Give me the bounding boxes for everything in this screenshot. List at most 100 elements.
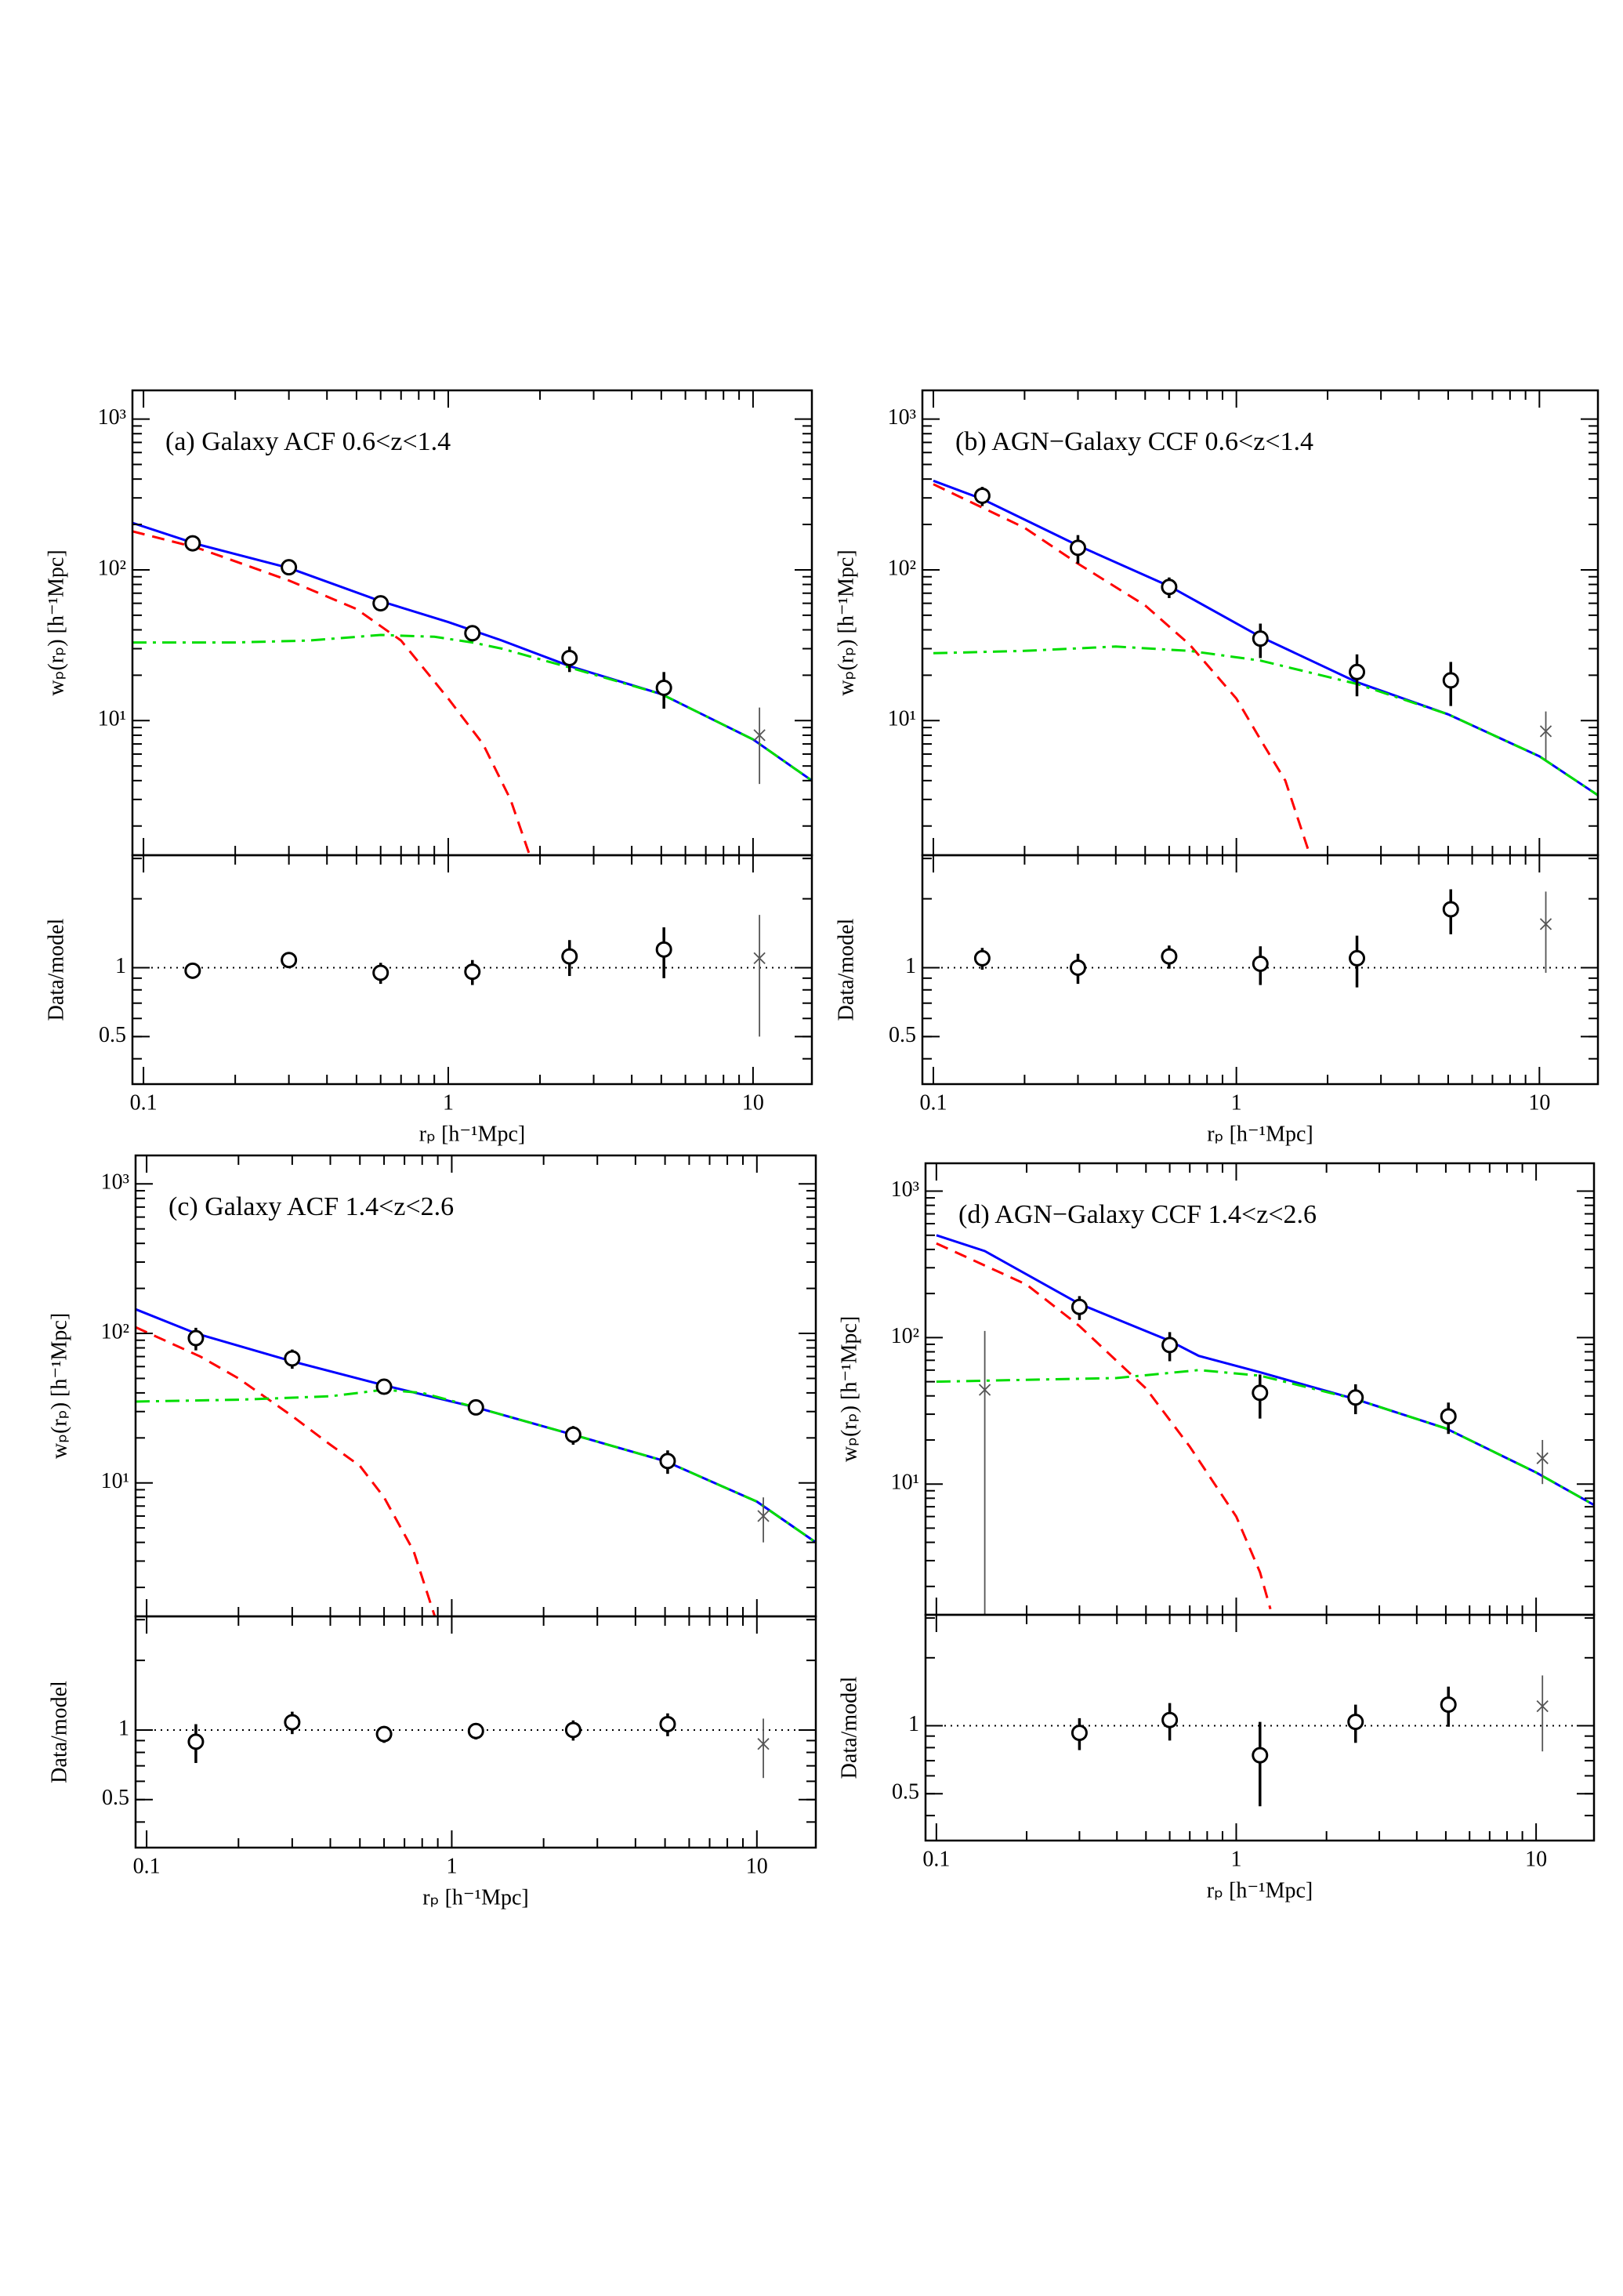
- x-axis-label: rₚ [h⁻¹Mpc]: [422, 1885, 528, 1910]
- data-point: [372, 964, 389, 981]
- x-tick-label: 0.1: [130, 1090, 158, 1115]
- data-point: [1161, 579, 1178, 596]
- ratio-y-axis-label: Data/model: [834, 918, 858, 1021]
- data-point: [284, 1350, 301, 1367]
- x-tick-label: 0.1: [920, 1090, 947, 1115]
- data-point: [659, 1715, 676, 1732]
- x-tick-label: 0.1: [922, 1847, 950, 1871]
- y-tick-label: 10¹: [891, 1471, 919, 1495]
- y-tick-label: 10²: [98, 556, 126, 580]
- ratio-y-tick-label: 1: [118, 1716, 129, 1740]
- x-tick-label: 10: [1528, 1090, 1550, 1115]
- data-point: [1347, 1389, 1364, 1406]
- ratio-y-axis-label: Data/model: [44, 918, 68, 1021]
- data-point: [281, 952, 298, 969]
- y-tick-label: 10²: [891, 1324, 919, 1348]
- data-point: [1252, 630, 1269, 647]
- data-point: [1161, 1337, 1179, 1354]
- data-point: [655, 941, 672, 958]
- y-axis-label: wₚ(rₚ) [h⁻¹Mpc]: [44, 550, 68, 695]
- y-tick-label: 10³: [888, 405, 916, 430]
- main-plot: [132, 521, 812, 855]
- data-point: [187, 1733, 205, 1750]
- data-point: [467, 1722, 484, 1739]
- data-point: [1539, 918, 1552, 930]
- data-point: [1349, 949, 1366, 967]
- data-point: [464, 963, 481, 981]
- data-point: [1440, 1408, 1457, 1425]
- data-point: [757, 1738, 770, 1750]
- x-axis-label: rₚ [h⁻¹Mpc]: [1207, 1878, 1313, 1902]
- x-tick-label: 1: [443, 1090, 454, 1115]
- main-plot: [933, 479, 1598, 855]
- data-point: [1252, 1746, 1269, 1764]
- main-plot: [136, 1308, 816, 1616]
- data-point: [464, 625, 481, 642]
- data-point: [467, 1398, 484, 1416]
- x-tick-label: 0.1: [133, 1854, 161, 1878]
- data-point: [1069, 959, 1086, 976]
- data-point: [1252, 956, 1269, 973]
- data-point: [973, 949, 991, 967]
- data-point: [1536, 1700, 1549, 1713]
- model-line: [132, 530, 531, 855]
- model-line: [936, 1234, 1594, 1507]
- data-point: [561, 649, 578, 666]
- model-line: [136, 1326, 437, 1616]
- data-point: [1442, 672, 1459, 689]
- x-tick-label: 1: [1231, 1090, 1242, 1115]
- x-tick-label: 10: [1525, 1847, 1547, 1871]
- model-line: [136, 1308, 816, 1543]
- data-point: [757, 1510, 770, 1522]
- ratio-plot: [926, 1675, 1594, 1807]
- data-point: [978, 1384, 991, 1396]
- data-point: [1539, 725, 1552, 738]
- y-tick-label: 10²: [888, 556, 916, 580]
- data-point: [564, 1721, 581, 1739]
- data-point: [1347, 1714, 1364, 1731]
- y-tick-label: 10¹: [888, 707, 916, 731]
- data-point: [1349, 663, 1366, 680]
- data-point: [284, 1714, 301, 1731]
- ratio-frame: [921, 854, 1599, 1086]
- data-point: [1442, 901, 1459, 918]
- y-tick-label: 10³: [891, 1177, 919, 1202]
- data-point: [281, 559, 298, 576]
- ratio-frame: [924, 1613, 1596, 1842]
- data-point: [372, 595, 389, 612]
- main-frame: [921, 389, 1599, 857]
- data-point: [375, 1378, 393, 1395]
- model-line: [132, 633, 812, 782]
- model-line: [936, 1369, 1594, 1507]
- y-axis-label: wₚ(rₚ) [h⁻¹Mpc]: [47, 1313, 71, 1459]
- data-point: [1440, 1696, 1457, 1714]
- data-point: [1252, 1384, 1269, 1402]
- ratio-frame: [131, 854, 813, 1086]
- y-tick-label: 10²: [101, 1319, 129, 1344]
- x-tick-label: 10: [746, 1854, 768, 1878]
- data-point: [1071, 1298, 1088, 1315]
- y-tick-label: 10³: [101, 1170, 129, 1195]
- y-tick-label: 10³: [98, 405, 126, 430]
- ratio-plot: [922, 889, 1598, 988]
- y-tick-label: 10¹: [98, 707, 126, 731]
- panel-title: (c) Galaxy ACF 1.4<z<2.6: [168, 1192, 454, 1221]
- ratio-y-tick-label: 0.5: [892, 1780, 919, 1805]
- data-point: [973, 487, 991, 504]
- x-axis-label: rₚ [h⁻¹Mpc]: [419, 1122, 525, 1146]
- data-point: [1071, 1725, 1088, 1742]
- y-axis-label: wₚ(rₚ) [h⁻¹Mpc]: [837, 1316, 861, 1462]
- main-frame: [134, 1154, 817, 1618]
- main-frame: [131, 389, 813, 857]
- main-plot: [936, 1234, 1594, 1615]
- model-line: [933, 645, 1598, 796]
- data-point: [1536, 1452, 1549, 1464]
- model-line: [933, 483, 1312, 855]
- data-point: [375, 1725, 393, 1743]
- ratio-y-axis-label: Data/model: [47, 1681, 71, 1783]
- ratio-y-tick-label: 1: [908, 1712, 919, 1736]
- data-point: [184, 962, 201, 979]
- data-point: [1161, 948, 1178, 965]
- data-point: [1161, 1711, 1179, 1728]
